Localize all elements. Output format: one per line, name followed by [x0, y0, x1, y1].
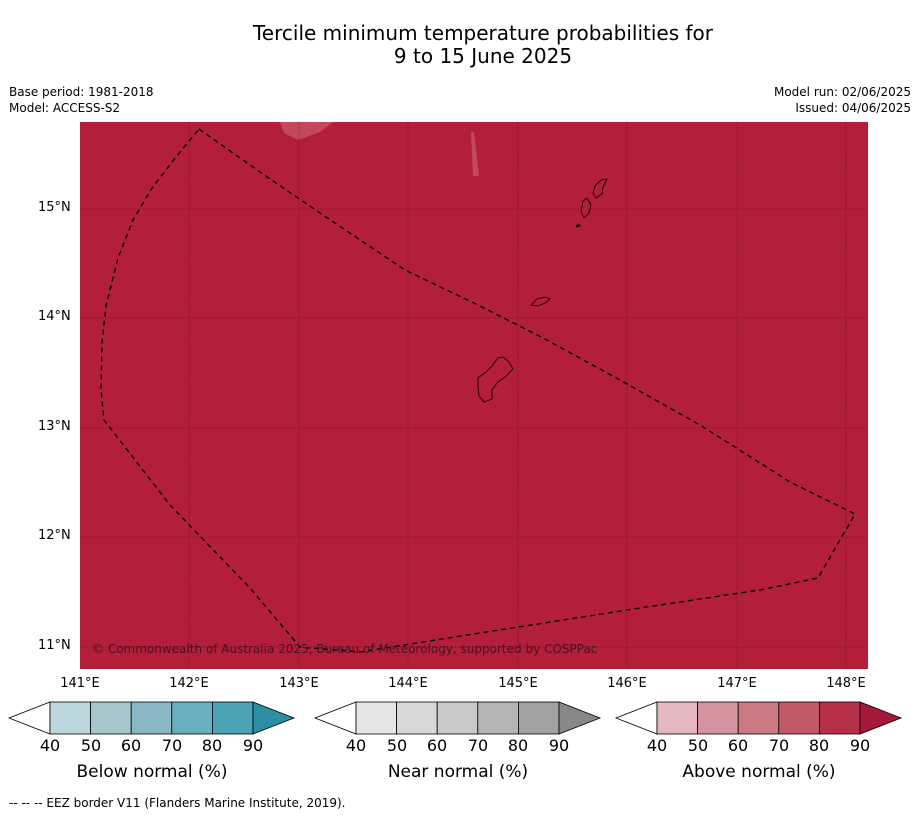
islands [477, 178, 608, 403]
lon-label-144e: 144°E [388, 676, 428, 691]
lon-label-145e: 145°E [498, 676, 538, 691]
cbar1-tick-40: 40 [345, 736, 367, 755]
light-patch-strip [471, 132, 479, 176]
lon-label-142e: 142°E [169, 676, 209, 691]
colorbar-below-normal [7, 701, 296, 735]
colorbar-segment [396, 701, 438, 735]
colorbar-segment [518, 701, 560, 735]
island-rota [530, 296, 551, 307]
island-aguijan [575, 223, 581, 228]
cbar2-tick-70: 70 [768, 736, 790, 755]
colorbar-near-normal [313, 701, 602, 735]
island-saipan [592, 178, 608, 199]
colorbar-segment [436, 701, 479, 735]
cbar2-tick-80: 80 [808, 736, 830, 755]
footnote: -- -- -- EEZ border V11 (Flanders Marine… [9, 796, 346, 810]
colorbar-extend-high [859, 701, 903, 735]
gridlines [80, 122, 868, 669]
lat-label-14n: 14°N [38, 309, 71, 324]
colorbar-segment [355, 701, 397, 735]
cbar0-tick-60: 60 [120, 736, 142, 755]
cbar2-tick-50: 50 [687, 736, 709, 755]
colorbar-segment [90, 701, 132, 735]
lon-label-141e: 141°E [60, 676, 100, 691]
title-line-1: Tercile minimum temperature probabilitie… [252, 21, 714, 45]
cbar0-tick-50: 50 [80, 736, 102, 755]
light-patch-north [280, 122, 333, 140]
colorbar-extend-low [313, 701, 357, 735]
colorbar-segment [737, 701, 780, 735]
cbar0-tick-90: 90 [242, 736, 264, 755]
lon-label-148e: 148°E [826, 676, 866, 691]
island-guam [477, 356, 514, 403]
cbar1-tick-50: 50 [386, 736, 408, 755]
colorbar-segment [49, 701, 91, 735]
colorbar-extend-low [614, 701, 658, 735]
map-title: Tercile minimum temperature probabilitie… [0, 22, 919, 68]
cbar2-tick-40: 40 [646, 736, 668, 755]
colorbar-extend-high [558, 701, 602, 735]
issued-date: Issued: 04/06/2025 [795, 101, 911, 115]
colorbar-segment [819, 701, 861, 735]
island-tinian [580, 197, 592, 219]
colorbar-segment [211, 701, 254, 735]
map-background [80, 122, 868, 669]
lat-label-11n: 11°N [38, 638, 71, 653]
cbar1-tick-60: 60 [426, 736, 448, 755]
lat-label-13n: 13°N [38, 419, 71, 434]
colorbar-segment [477, 701, 519, 735]
colorbar-extend-high [252, 701, 296, 735]
colorbar-segment [656, 701, 698, 735]
title-line-2: 9 to 15 June 2025 [393, 44, 573, 68]
cbar2-tick-60: 60 [727, 736, 749, 755]
cbar1-tick-90: 90 [548, 736, 570, 755]
cbar0-title: Below normal (%) [76, 762, 228, 782]
cbar1-tick-80: 80 [507, 736, 529, 755]
cbar1-tick-70: 70 [467, 736, 489, 755]
cbar0-tick-70: 70 [161, 736, 183, 755]
cbar2-tick-90: 90 [849, 736, 871, 755]
colorbar-extend-low [7, 701, 51, 735]
colorbar-segment [697, 701, 739, 735]
model-name: Model: ACCESS-S2 [9, 101, 121, 115]
cbar0-tick-80: 80 [201, 736, 223, 755]
colorbar-above-normal [614, 701, 903, 735]
colorbar-segment [171, 701, 213, 735]
cbar1-title: Near normal (%) [387, 762, 529, 782]
colorbar-segment [778, 701, 820, 735]
colorbar-segment [130, 701, 173, 735]
model-run: Model run: 02/06/2025 [773, 85, 911, 99]
cbar0-tick-40: 40 [39, 736, 61, 755]
lon-label-146e: 146°E [607, 676, 647, 691]
lon-label-147e: 147°E [717, 676, 757, 691]
cbar2-title: Above normal (%) [682, 762, 836, 782]
meta-left: Base period: 1981-2018 Model: ACCESS-S2 [9, 84, 154, 116]
base-period: Base period: 1981-2018 [9, 85, 154, 99]
lat-label-15n: 15°N [38, 200, 71, 215]
lat-label-12n: 12°N [38, 528, 71, 543]
copyright-text: © Commonwealth of Australia 2025, Bureau… [92, 642, 597, 656]
lon-label-143e: 143°E [279, 676, 319, 691]
meta-right: Model run: 02/06/2025 Issued: 04/06/2025 [774, 84, 911, 116]
